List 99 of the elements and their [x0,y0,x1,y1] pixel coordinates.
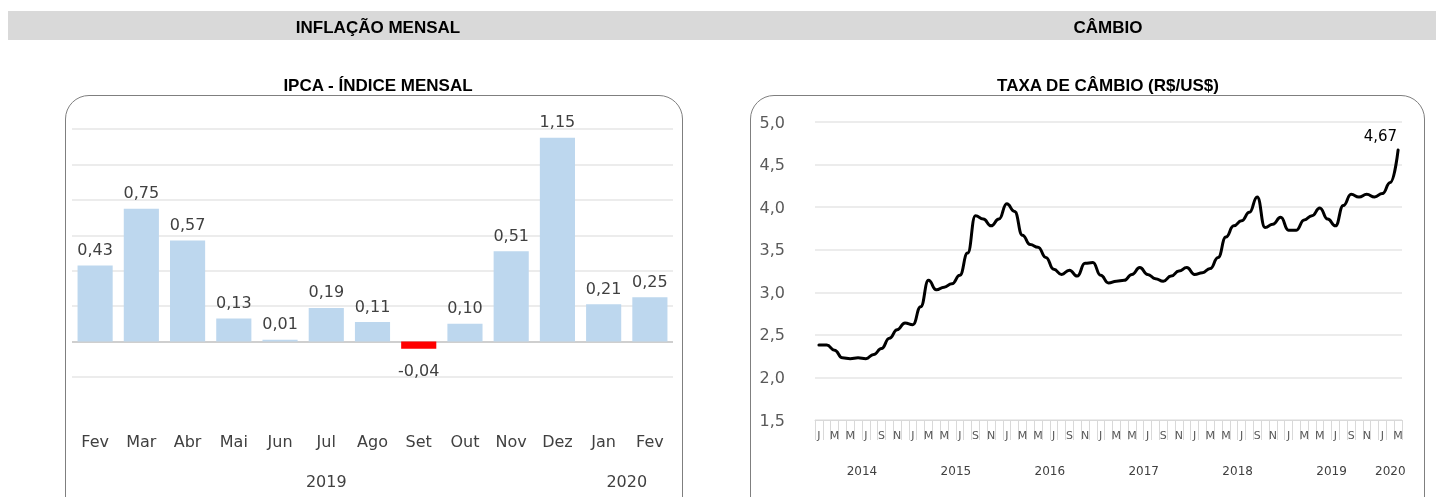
data-label: 0,11 [354,296,391,316]
data-label: 0,43 [77,239,113,259]
data-label: -0,04 [398,361,440,381]
x-tick-label: N [1362,429,1371,442]
x-tick-label: M [845,429,855,442]
bar [308,307,344,342]
x-tick-label: Jul [315,431,336,451]
x-tick-label: Jan [590,431,616,451]
x-tick-label: S [971,429,979,442]
x-tick-label: Mai [219,431,248,451]
y-tick-label: 3,0 [759,282,785,302]
x-tick-label: M [1111,429,1122,442]
data-label: 0,13 [216,293,252,313]
x-tick-label: Mar [126,431,157,451]
x-tick-label: N [986,429,996,442]
data-label: 0,57 [169,215,206,235]
bar [123,208,159,342]
bar [447,323,483,342]
x-tick-label: Fev [636,431,664,451]
x-tick-label: N [1174,429,1184,442]
data-label: 0,10 [447,298,483,318]
x-tick-label: S [1159,429,1167,442]
text: 2017 [1128,464,1159,478]
text: 2016 [1034,464,1066,478]
bar [77,265,113,342]
y-tick-label: 2,0 [759,367,785,387]
x-tick-label: M [1393,429,1403,442]
chart-subtitle: TAXA DE CÂMBIO (R$/US$) [997,76,1219,95]
bar [401,341,437,349]
y-tick-label: 2,5 [759,325,785,345]
x-tick-label: J [1332,429,1338,442]
x-tick-label: Ago [357,431,388,451]
x-tick-label: J [1004,429,1009,442]
x-tick-label: J [1238,429,1244,442]
x-tick-label: M [1017,429,1028,442]
y-tick-label: 3,5 [759,240,785,260]
x-tick-label: S [878,429,886,442]
chart-subtitle: IPCA - ÍNDICE MENSAL [283,76,473,95]
text: 2019 [305,471,347,491]
x-tick-label: Fev [81,431,109,451]
bar [354,322,391,342]
x-tick-label: Out [450,431,480,451]
x-tick-label: M [923,429,934,442]
x-tick-label: M [1033,429,1043,442]
x-tick-label: J [1051,429,1056,442]
x-tick-label: N [1268,429,1277,442]
x-tick-label: M [1315,429,1325,442]
bar [493,251,529,342]
chart-title: CÂMBIO [1073,18,1143,37]
text: 2014 [846,464,878,478]
bar [586,304,622,342]
data-label: 0,19 [308,282,345,302]
x-tick-label: J [1285,429,1291,442]
x-tick-label: S [1253,429,1261,442]
x-tick-label: Jun [266,431,293,451]
text: 2018 [1222,464,1253,478]
x-tick-label: J [1098,429,1103,442]
x-tick-label: S [1347,429,1355,442]
bar [539,137,575,342]
x-tick-label: Dez [542,431,573,451]
text: 2019 [1316,464,1347,478]
x-tick-label: N [1080,429,1090,442]
bar [170,240,206,342]
text: 2015 [940,464,972,478]
text: 2020 [606,471,648,491]
x-tick-label: M [939,429,949,442]
data-label: 0,75 [123,183,160,203]
x-tick-label: J [1379,429,1385,442]
x-tick-label: J [816,429,821,442]
data-label: 0,01 [262,314,298,334]
data-label: 0,25 [632,271,668,291]
y-tick-label: 1,5 [759,410,785,430]
x-tick-label: J [1191,429,1197,442]
chart-title: INFLAÇÃO MENSAL [295,17,461,37]
bar [216,318,252,342]
y-tick-label: 4,0 [759,197,785,217]
line-series [817,148,1400,361]
x-tick-label: S [1065,429,1073,442]
data-label: 1,15 [539,112,576,132]
y-tick-label: 5,0 [759,112,785,132]
text: 2020 [1374,464,1406,478]
x-tick-label: M [1221,429,1231,442]
x-tick-label: N [893,429,902,442]
x-tick-label: M [1299,429,1309,442]
x-tick-label: M [829,429,840,442]
data-label: 4,67 [1363,127,1398,146]
x-tick-label: J [863,429,868,442]
x-tick-label: J [1145,429,1150,442]
x-tick-label: M [1205,429,1215,442]
x-tick-label: Nov [495,431,527,451]
y-tick-label: 4,5 [759,155,785,175]
x-tick-label: M [1127,429,1137,442]
x-tick-label: Set [405,431,432,451]
x-tick-label: Abr [173,431,202,451]
data-label: 0,51 [493,225,529,245]
x-tick-label: J [910,429,915,442]
x-tick-label: J [957,429,962,442]
bar [632,297,668,342]
data-label: 0,21 [585,278,622,298]
